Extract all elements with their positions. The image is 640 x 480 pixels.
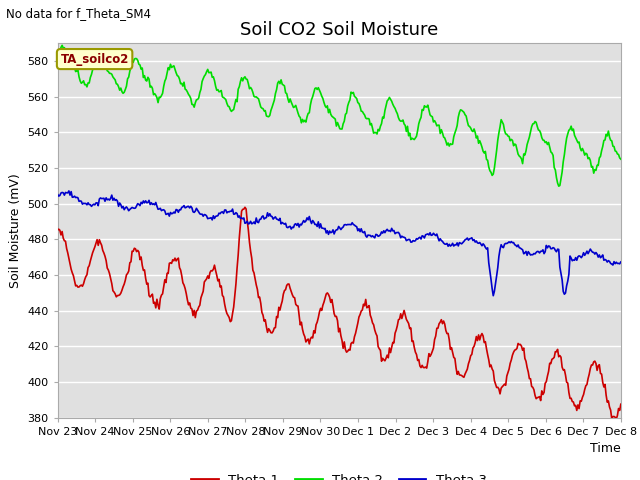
X-axis label: Time: Time [590,442,621,455]
Y-axis label: Soil Moisture (mV): Soil Moisture (mV) [9,173,22,288]
Legend: Theta 1, Theta 2, Theta 3: Theta 1, Theta 2, Theta 3 [185,467,493,480]
Text: TA_soilco2: TA_soilco2 [60,53,129,66]
Title: Soil CO2 Soil Moisture: Soil CO2 Soil Moisture [240,21,438,39]
Text: No data for f_Theta_SM4: No data for f_Theta_SM4 [6,7,152,20]
